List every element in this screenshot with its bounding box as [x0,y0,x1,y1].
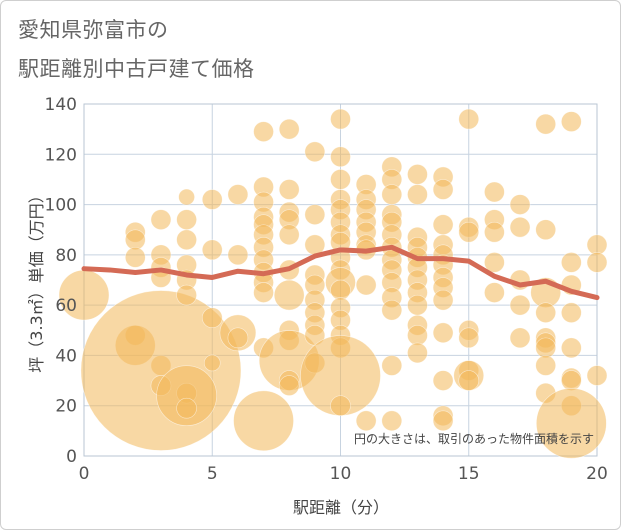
data-bubble [509,216,531,238]
data-bubble [125,229,146,251]
data-bubble [278,224,300,246]
data-bubble [484,252,505,273]
data-bubble [156,365,217,426]
data-bubble [381,355,403,376]
y-tick-label: 140 [45,95,77,115]
size-note: 円の大きさは、取引のあった物件面積を示す [354,431,594,446]
data-bubble [355,410,377,432]
data-bubble [432,214,454,235]
x-tick-label: 10 [330,464,352,484]
data-bubble [253,282,274,303]
data-bubble [278,179,300,200]
x-tick-label: 15 [458,464,480,484]
data-bubble [509,327,531,349]
data-bubble [484,282,505,303]
data-bubble [432,322,454,344]
data-bubble [561,337,582,359]
data-bubble [227,184,249,205]
data-bubble [278,375,300,396]
data-bubble [201,307,223,329]
chart-title-line2: 駅距離別中古戸建て価格 [18,57,255,81]
data-bubble [304,141,326,163]
data-bubble [586,234,608,256]
data-bubble [178,188,195,206]
y-tick-label: 80 [55,246,77,266]
chart-title-line1: 愛知県弥富市の [18,18,169,42]
data-bubble [330,108,351,130]
data-bubble [484,221,505,243]
data-bubble [458,327,480,349]
data-bubble [586,252,608,273]
x-axis-label: 駅距離（分） [293,498,389,517]
data-bubble [561,370,582,391]
data-bubble [227,327,249,349]
data-bubble [381,184,403,205]
y-tick-label: 0 [66,447,77,467]
trend-line [81,244,600,301]
data-bubble [233,390,294,452]
data-bubble [432,179,454,200]
data-bubble [536,388,607,459]
data-bubble [535,337,557,359]
data-bubble [125,247,146,268]
y-tick-label: 100 [45,196,77,216]
data-bubble [203,354,221,372]
data-bubble [330,395,351,417]
x-tick-label: 20 [586,464,608,484]
data-bubble [407,184,428,205]
data-bubble [381,299,403,321]
data-bubble [535,113,557,135]
trend-layer [81,244,600,301]
data-bubble [330,146,351,168]
data-bubble [227,244,249,266]
data-bubble [304,234,326,256]
data-bubble [458,221,480,243]
data-bubble [253,121,274,142]
y-tick-label: 120 [45,145,77,165]
data-bubble [330,169,351,190]
data-bubble [407,164,428,185]
y-tick-label: 20 [55,397,77,417]
data-bubble [458,108,480,130]
x-tick-label: 0 [79,464,90,484]
data-bubble [407,294,428,316]
data-bubble [201,189,223,210]
bubble-layer [58,108,608,459]
data-bubble [273,279,305,311]
data-bubble [432,410,454,432]
data-bubble [432,289,454,311]
y-axis-label: 坪（3.3㎡）単価（万円） [27,187,46,372]
data-bubble [561,302,582,323]
data-bubble [330,279,351,301]
data-bubble [176,209,197,230]
data-bubble [201,239,223,261]
data-bubble [561,252,582,273]
data-bubble [561,111,582,132]
data-bubble [509,294,531,316]
data-bubble [407,342,428,364]
data-bubble [586,365,608,386]
data-bubble [355,274,377,296]
data-bubble [535,219,557,241]
data-bubble [381,410,403,432]
data-bubble [535,302,557,323]
data-bubble [176,229,197,251]
data-bubble [176,397,197,419]
y-tick-label: 40 [55,346,77,366]
data-bubble [432,370,454,391]
data-bubble [509,194,531,215]
data-bubble [484,181,505,203]
data-bubble [304,204,326,225]
tick-labels: 0 5 10 15 20 0 20 40 60 80 100 120 140 [45,95,608,484]
data-bubble [278,118,300,140]
y-tick-label: 60 [55,296,77,316]
data-bubble [458,370,480,391]
data-bubble [535,355,557,376]
data-bubble [176,284,197,306]
x-tick-label: 5 [207,464,218,484]
data-bubble [150,209,172,230]
data-bubble [407,325,428,346]
